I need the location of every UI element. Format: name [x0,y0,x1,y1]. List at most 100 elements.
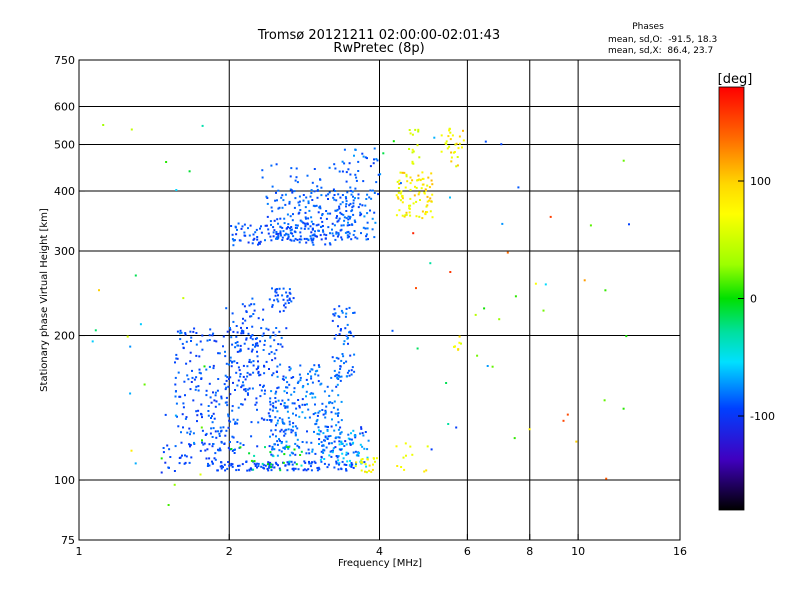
data-point [299,209,302,211]
data-point [236,344,239,347]
data-point [204,434,207,436]
data-point [334,238,337,241]
data-point [352,199,355,202]
data-point [245,461,248,463]
data-point [286,299,289,302]
data-point [343,216,346,219]
data-point [241,384,244,387]
data-point [246,327,248,329]
data-point [302,199,305,202]
data-point [284,406,287,409]
data-point [331,319,334,322]
data-point [366,227,369,230]
data-point [278,330,281,333]
data-point [346,323,349,326]
data-point [359,443,362,446]
data-point [232,244,235,247]
data-point [247,241,250,244]
data-point [430,200,433,203]
data-point [312,392,315,395]
data-point [189,360,192,363]
data-point [337,455,340,458]
data-point [351,209,354,212]
data-point [280,336,283,339]
data-point [302,469,305,472]
data-point [270,419,273,422]
data-point [208,339,211,341]
data-point [360,461,363,464]
data-point [299,364,302,367]
data-point [223,463,226,466]
data-point [371,468,374,471]
data-point [176,415,178,418]
data-point [254,465,257,467]
data-point [354,236,357,239]
data-point [284,302,287,305]
x-tick-label: 1 [76,545,83,558]
data-point [366,458,369,461]
data-point [208,457,211,460]
data-point [219,430,222,433]
data-point [357,170,360,172]
data-point [231,449,234,452]
data-point [362,155,365,158]
data-point [162,451,165,454]
data-point [290,428,293,431]
data-point [426,204,429,207]
data-point [347,437,350,440]
data-point [279,230,282,233]
data-point [184,454,186,457]
data-point [373,236,376,239]
data-point [344,327,347,330]
data-point [246,371,249,374]
data-point [364,463,367,466]
data-point [337,357,340,360]
data-point [458,341,461,344]
data-point [225,396,228,399]
data-point [319,178,322,181]
data-point [179,338,182,341]
data-point [379,173,382,176]
data-point [321,213,324,215]
data-point [250,315,253,318]
data-point [335,334,338,337]
data-point [243,231,246,234]
data-point [309,195,312,198]
data-point [294,224,297,227]
data-point [260,327,263,330]
data-point [336,235,339,238]
data-point [514,295,517,298]
data-point [257,462,260,465]
data-point [401,214,404,217]
data-point [196,414,199,417]
data-point [294,425,297,428]
data-point [311,228,314,231]
data-point [269,415,272,418]
data-point [175,402,178,405]
data-point [337,428,340,431]
data-point [304,216,307,219]
data-point [448,145,451,148]
data-point [316,196,319,199]
data-point [269,345,272,348]
data-point [296,444,299,447]
data-point [234,342,237,344]
data-point [401,171,404,174]
data-point [282,422,284,425]
data-point [391,329,394,332]
data-point [265,360,268,363]
data-point [345,197,348,200]
data-point [320,225,322,228]
data-point [200,403,203,406]
data-point [404,186,407,189]
data-point [333,224,336,227]
data-point [290,228,293,231]
data-point [274,397,277,399]
data-point [349,173,352,176]
data-point [419,199,421,201]
data-point [307,217,310,220]
data-point [253,303,256,306]
data-point [316,432,319,435]
data-point [279,310,281,313]
